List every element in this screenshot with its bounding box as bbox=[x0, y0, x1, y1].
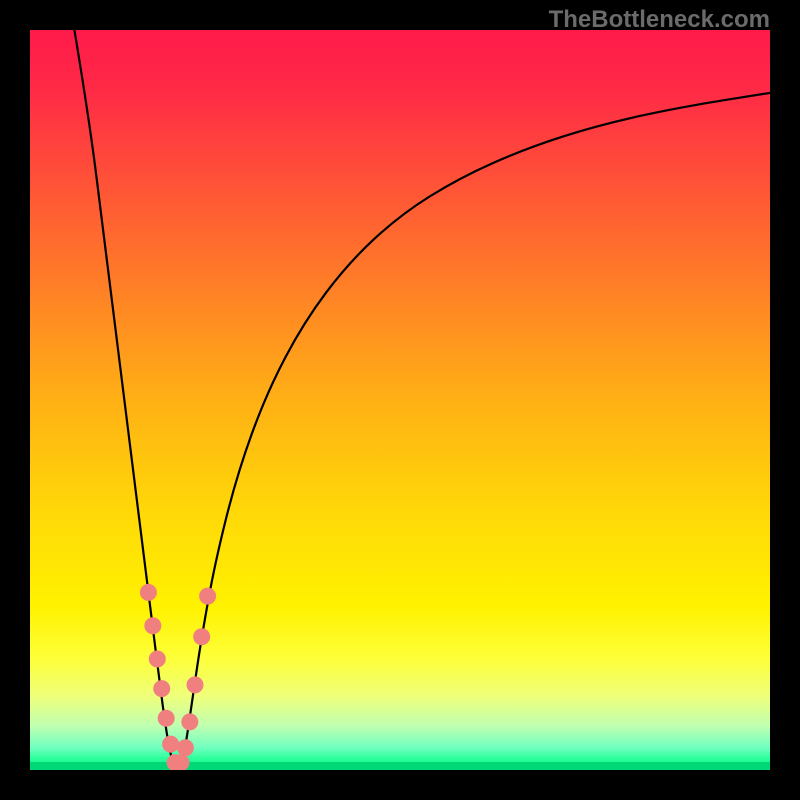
plot-svg bbox=[30, 30, 770, 770]
marker-dot bbox=[187, 677, 203, 693]
marker-dot bbox=[158, 710, 174, 726]
marker-dot bbox=[173, 755, 189, 770]
marker-dot bbox=[194, 629, 210, 645]
marker-dot bbox=[200, 588, 216, 604]
marker-dot bbox=[154, 681, 170, 697]
marker-dot bbox=[145, 618, 161, 634]
marker-dot bbox=[140, 584, 156, 600]
bottom-green-strip bbox=[30, 762, 770, 770]
marker-dot bbox=[182, 714, 198, 730]
chart-container: TheBottleneck.com bbox=[0, 0, 800, 800]
marker-dot bbox=[177, 740, 193, 756]
marker-dot bbox=[163, 736, 179, 752]
gradient-background bbox=[30, 30, 770, 770]
marker-dot bbox=[149, 651, 165, 667]
